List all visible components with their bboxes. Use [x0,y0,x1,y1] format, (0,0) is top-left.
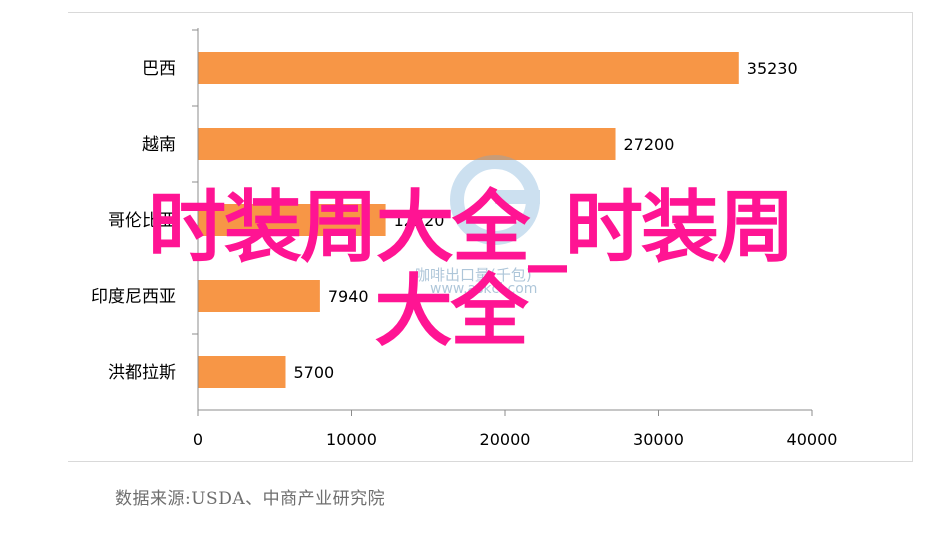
category-label-1: 越南 [142,135,176,155]
x-tick-label-2: 20000 [480,430,531,449]
category-label-4: 洪都拉斯 [108,363,176,383]
bar-value-label-2: 12220 [394,211,445,230]
x-tick-label-3: 30000 [633,430,684,449]
category-label-3: 印度尼西亚 [91,287,176,307]
bar-value-label-1: 27200 [624,135,675,154]
bar-value-label-0: 35230 [747,59,798,78]
bar-2 [198,204,386,236]
bar-value-label-4: 5700 [293,363,334,382]
x-tick-label-0: 0 [193,430,203,449]
x-tick-label-4: 40000 [787,430,838,449]
category-label-0: 巴西 [142,59,176,79]
frame-right-line [912,12,913,462]
frame-bottom-line [68,461,913,462]
frame-top-line [68,12,913,13]
overlay-headline-line2: 大全 [374,267,528,357]
x-tick-label-1: 10000 [326,430,377,449]
data-source-note: 数据来源:USDA、中商产业研究院 [115,489,386,509]
bar-0 [198,52,739,84]
bar-4 [198,356,286,388]
askci-watermark-logo [450,155,540,245]
watermark-url: www.askci.com [430,281,538,297]
watermark-caption: 咖啡出口量(千包) [415,266,532,284]
overlay-headline-line1: 时装周大全_时装周 [147,183,795,273]
category-label-2: 哥伦比亚 [108,211,176,231]
bar-value-label-3: 7940 [328,287,369,306]
bar-3 [198,280,320,312]
bar-1 [198,128,616,160]
overlay-pink-headline: 时装周大全_时装周 大全 [0,186,931,354]
bars-layer: 35230 27200 12220 7940 5700 [198,52,798,388]
